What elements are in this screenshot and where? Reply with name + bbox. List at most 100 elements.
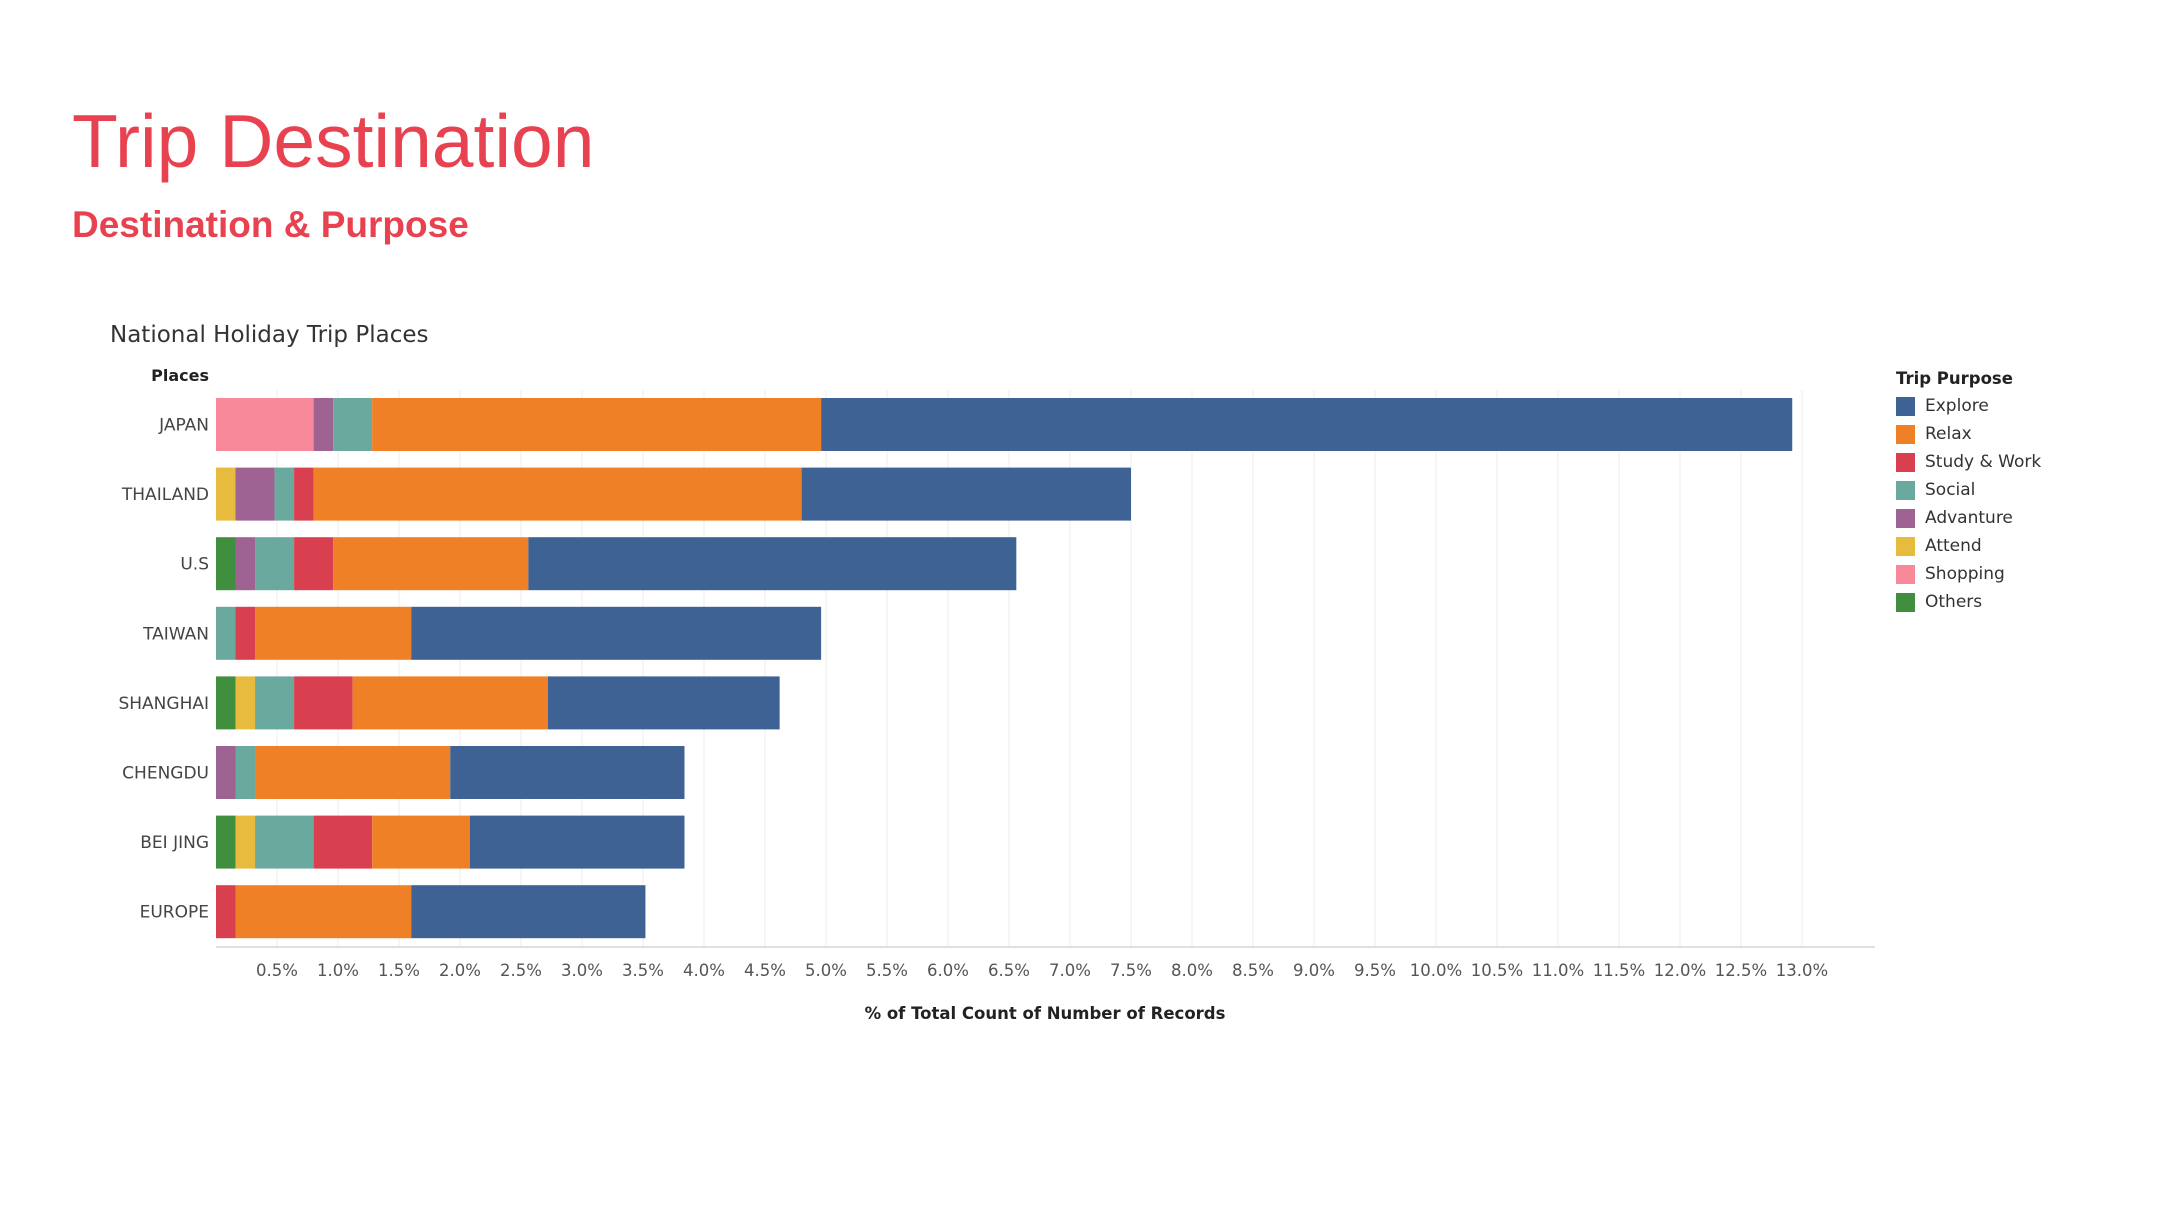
legend-swatch	[1896, 536, 1915, 556]
x-tick-label: 6.0%	[927, 961, 969, 980]
legend-swatch	[1896, 424, 1915, 444]
bar-segment-relax[interactable]	[372, 815, 470, 869]
legend-swatch	[1896, 508, 1915, 528]
x-tick-label: 5.5%	[866, 961, 908, 980]
x-tick-label: 3.5%	[622, 961, 664, 980]
x-tick-label: 1.5%	[378, 961, 420, 980]
bar-segment-others[interactable]	[216, 537, 236, 591]
bar-segment-attend[interactable]	[235, 676, 256, 730]
legend-item[interactable]: Social	[1896, 476, 2041, 504]
bar-segment-study-work[interactable]	[294, 676, 353, 730]
legend-label: Shopping	[1925, 564, 2005, 584]
bar-segment-relax[interactable]	[313, 467, 802, 521]
legend-swatch	[1896, 396, 1915, 416]
bar-segment-others[interactable]	[216, 676, 236, 730]
bar-segment-relax[interactable]	[255, 606, 412, 660]
bar-segment-attend[interactable]	[216, 467, 236, 521]
x-tick-label: 2.0%	[439, 961, 481, 980]
bar-segment-social[interactable]	[274, 467, 295, 521]
legend-item[interactable]: Relax	[1896, 420, 2041, 448]
bar-segment-social[interactable]	[216, 606, 236, 660]
bar-segment-advanture[interactable]	[313, 398, 334, 451]
bar-segment-relax[interactable]	[372, 398, 822, 451]
legend-label: Relax	[1925, 424, 1972, 444]
bar-segment-explore[interactable]	[469, 815, 685, 869]
bar-segment-explore[interactable]	[411, 606, 822, 660]
legend-item[interactable]: Attend	[1896, 532, 2041, 560]
legend-item[interactable]: Others	[1896, 588, 2041, 616]
x-tick-label: 4.0%	[683, 961, 725, 980]
bar-segment-social[interactable]	[235, 746, 256, 799]
x-tick-label: 11.0%	[1532, 961, 1584, 980]
chart-title: National Holiday Trip Places	[110, 322, 429, 348]
bar-segment-advanture[interactable]	[235, 467, 275, 521]
legend-swatch	[1896, 564, 1915, 584]
category-label: BEI JING	[140, 833, 209, 853]
x-tick-label: 6.5%	[988, 961, 1030, 980]
x-tick-label: 3.0%	[561, 961, 603, 980]
legend-item[interactable]: Advanture	[1896, 504, 2041, 532]
bar-segment-social[interactable]	[255, 676, 295, 730]
x-tick-label: 10.0%	[1410, 961, 1462, 980]
legend-swatch	[1896, 480, 1915, 500]
x-tick-label: 0.5%	[256, 961, 298, 980]
legend-item[interactable]: Explore	[1896, 392, 2041, 420]
bar-segment-explore[interactable]	[821, 398, 1793, 451]
bar-segment-explore[interactable]	[801, 467, 1131, 521]
bar-segment-explore[interactable]	[528, 537, 1017, 591]
x-tick-label: 12.0%	[1654, 961, 1706, 980]
bar-segment-study-work[interactable]	[294, 467, 314, 521]
x-tick-label: 5.0%	[805, 961, 847, 980]
bar-segment-social[interactable]	[255, 537, 295, 591]
x-tick-label: 9.0%	[1293, 961, 1335, 980]
x-tick-label: 1.0%	[317, 961, 359, 980]
bar-segment-explore[interactable]	[411, 885, 646, 939]
bar-segment-advanture[interactable]	[216, 746, 236, 799]
x-tick-label: 8.5%	[1232, 961, 1274, 980]
x-tick-label: 9.5%	[1354, 961, 1396, 980]
legend-label: Explore	[1925, 396, 1989, 416]
category-label: THAILAND	[121, 485, 209, 505]
x-tick-label: 10.5%	[1471, 961, 1523, 980]
bar-segment-relax[interactable]	[333, 537, 529, 591]
legend-swatch	[1896, 452, 1915, 472]
legend: Trip Purpose Explore Relax Study & Work Soc…	[1896, 366, 2041, 616]
legend-swatch	[1896, 592, 1915, 612]
x-tick-label: 2.5%	[500, 961, 542, 980]
x-tick-label: 7.0%	[1049, 961, 1091, 980]
bar-segment-explore[interactable]	[450, 746, 685, 799]
legend-label: Advanture	[1925, 508, 2013, 528]
x-tick-label: 12.5%	[1715, 961, 1767, 980]
bar-segment-attend[interactable]	[235, 815, 256, 869]
legend-item[interactable]: Shopping	[1896, 560, 2041, 588]
bar-segment-study-work[interactable]	[216, 885, 236, 939]
bar-segment-others[interactable]	[216, 815, 236, 869]
legend-label: Others	[1925, 592, 1983, 612]
bar-segment-relax[interactable]	[255, 746, 451, 799]
legend-item[interactable]: Study & Work	[1896, 448, 2041, 476]
bar-segment-relax[interactable]	[352, 676, 548, 730]
x-tick-label: 7.5%	[1110, 961, 1152, 980]
slide-title: Trip Destination	[72, 99, 595, 183]
category-label: EUROPE	[140, 903, 209, 923]
bar-segment-social[interactable]	[255, 815, 314, 869]
slide-subtitle: Destination & Purpose	[72, 204, 469, 245]
row-header: Places	[151, 366, 209, 385]
legend-label: Study & Work	[1925, 452, 2042, 472]
bar-segment-study-work[interactable]	[294, 537, 334, 591]
x-tick-label: 8.0%	[1171, 961, 1213, 980]
bar-segment-social[interactable]	[333, 398, 373, 451]
bar-segment-advanture[interactable]	[235, 537, 256, 591]
bar-segment-explore[interactable]	[547, 676, 780, 730]
bar-segment-study-work[interactable]	[235, 606, 256, 660]
bar-segment-study-work[interactable]	[313, 815, 373, 869]
x-tick-label: 11.5%	[1593, 961, 1645, 980]
category-label: CHENGDU	[122, 764, 209, 784]
bar-segment-relax[interactable]	[235, 885, 412, 939]
bar-segment-shopping[interactable]	[216, 398, 314, 451]
x-tick-label: 4.5%	[744, 961, 786, 980]
x-axis-title: % of Total Count of Number of Records	[865, 1004, 1226, 1023]
category-label: JAPAN	[158, 416, 209, 436]
category-label: SHANGHAI	[118, 694, 209, 714]
